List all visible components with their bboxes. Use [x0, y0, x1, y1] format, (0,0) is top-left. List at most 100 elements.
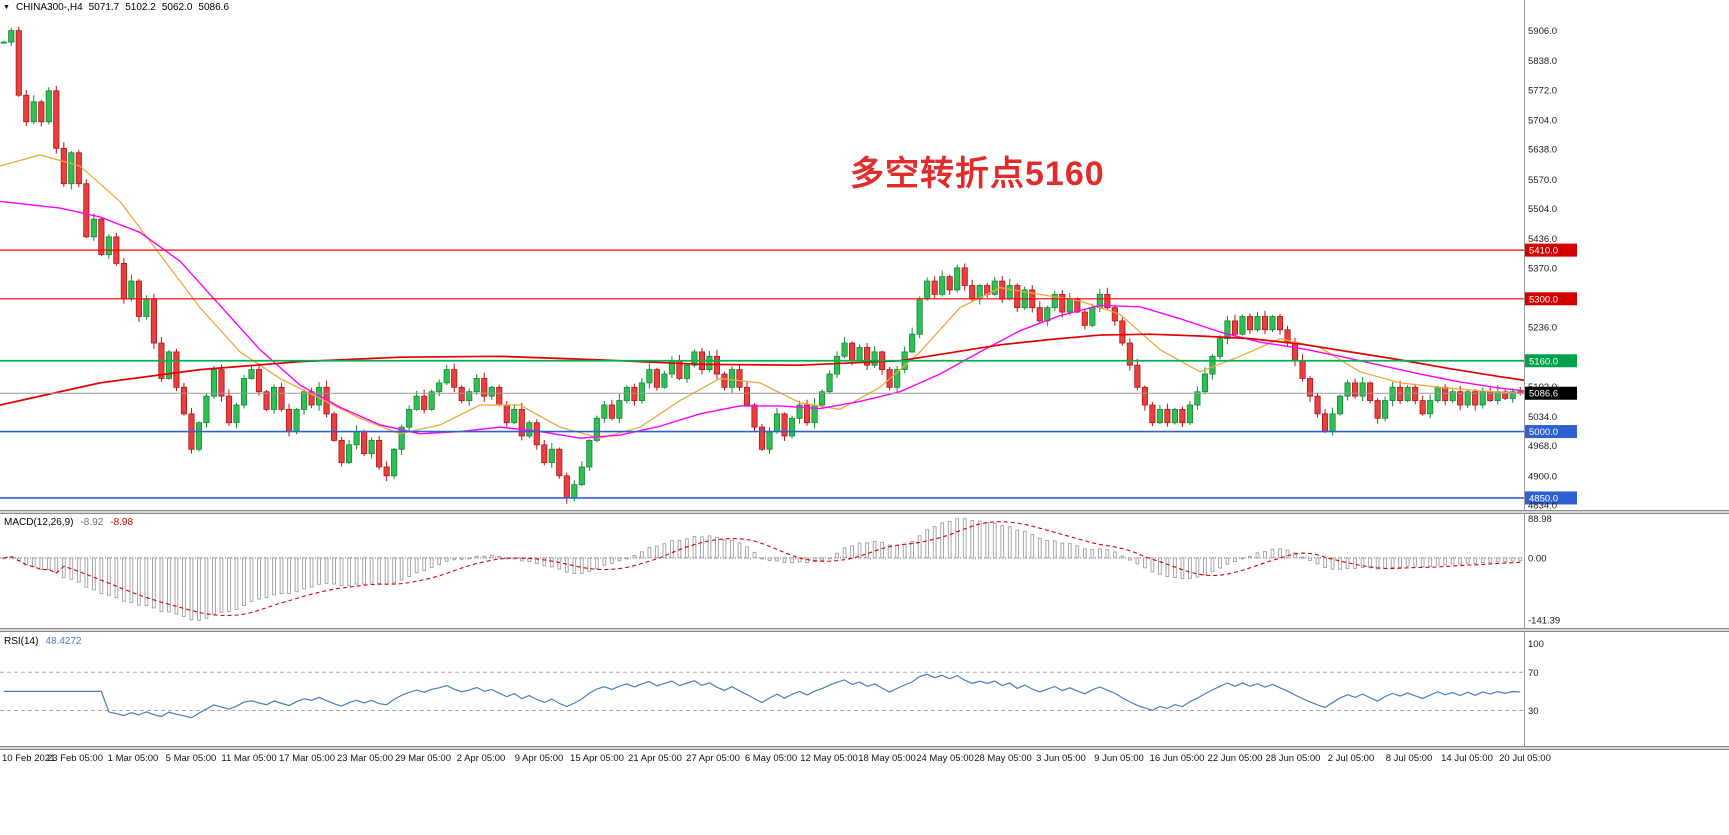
price-axis[interactable]: 5906.0 5838.0 5772.0 5704.0 5638.0 5570.0 5504…: [1528, 26, 1557, 511]
candle-body: [1412, 386, 1419, 401]
macd-axis-label: -141.39: [1528, 616, 1560, 627]
macd-histogram-bar: [407, 557, 412, 577]
rsi-line: [3, 673, 1521, 719]
candle-body: [383, 466, 390, 477]
candle-body: [1329, 413, 1336, 432]
macd-histogram-bar: [459, 557, 464, 560]
separator-macd-rsi[interactable]: [0, 628, 1729, 632]
macd-histogram-bar: [602, 557, 607, 566]
horizontal-levels-layer[interactable]: [0, 249, 1524, 499]
candle-body: [1149, 404, 1156, 424]
candle-body: [481, 378, 488, 397]
macd-histogram-bar: [91, 557, 96, 591]
macd-histogram-bar: [715, 536, 719, 559]
candle-body: [1089, 307, 1096, 326]
macd-histogram-bar: [1428, 557, 1433, 567]
macd-axis-label: 0.00: [1528, 553, 1547, 564]
candle-body: [143, 298, 150, 317]
candle-body: [871, 351, 878, 366]
macd-histogram-bar: [1015, 529, 1020, 559]
separator-rsi-time[interactable]: [0, 746, 1729, 750]
macd-histogram-bar: [1345, 557, 1350, 569]
macd-histogram-bar: [917, 535, 922, 559]
price-tag-label: 5410.0: [1529, 246, 1558, 257]
candle-body: [30, 101, 37, 123]
candles-layer[interactable]: [0, 26, 1524, 504]
candle-body: [511, 409, 518, 424]
macd-histogram-bar: [107, 557, 111, 596]
macd-histogram-bar: [399, 557, 404, 581]
candle-body: [8, 30, 15, 43]
macd-indicator-label: MACD(12,26,9) -8.92 -8.98: [4, 517, 133, 528]
macd-histogram-bar: [234, 557, 239, 610]
macd-histogram-bar: [947, 521, 952, 559]
macd-histogram-bar: [865, 542, 869, 559]
macd-histogram-bar: [1067, 543, 1072, 559]
macd-histogram-bar: [429, 557, 434, 568]
separator-main-macd[interactable]: [0, 510, 1729, 514]
candle-body: [1006, 285, 1013, 300]
macd-histogram-bar: [632, 555, 637, 559]
macd-histogram-bar: [1465, 557, 1470, 564]
macd-histogram-bar: [962, 518, 967, 559]
macd-histogram-bar: [137, 557, 141, 606]
candle-body: [1389, 386, 1396, 401]
macd-histogram-bar: [362, 557, 366, 585]
candle-body: [1134, 364, 1141, 388]
macd-histogram-bar: [279, 557, 284, 595]
candle-body: [1081, 311, 1088, 326]
macd-histogram-bar: [1368, 557, 1372, 569]
candle-body: [255, 369, 263, 393]
candle-body: [1141, 386, 1148, 406]
candle-body: [203, 395, 210, 424]
candle-body: [53, 90, 60, 149]
macd-histogram-bar: [1240, 557, 1245, 560]
macd-histogram-bar: [760, 557, 764, 560]
macd-histogram-bar: [1435, 557, 1440, 566]
macd-histogram-bar: [467, 557, 472, 560]
macd-histogram-bar: [640, 551, 644, 559]
macd-histogram-bar: [745, 546, 749, 559]
price-tick-label: 4834.0: [1528, 501, 1557, 512]
macd-histogram-bar: [655, 545, 659, 559]
candle-body: [706, 355, 713, 371]
candle-body: [346, 444, 353, 463]
macd-histogram-bar: [1375, 557, 1380, 570]
time-tick-label: 18 May 05:00: [858, 753, 916, 764]
price-tag: [1525, 354, 1577, 368]
time-tick-label: 3 Jun 05:00: [1036, 753, 1086, 764]
macd-histogram-bar: [970, 520, 975, 559]
candle-body: [631, 386, 638, 401]
time-tick-label: 17 Mar 05:00: [279, 753, 335, 764]
rsi-axis-label: 100: [1528, 639, 1544, 650]
macd-histogram-bar: [707, 535, 712, 559]
chart-annotation-text: 多空转折点5160: [850, 155, 1105, 193]
macd-histogram-bar: [174, 557, 179, 615]
candle-body: [60, 147, 67, 185]
candle-body: [781, 413, 788, 437]
macd-histogram-bar: [317, 557, 321, 585]
macd-histogram-bar: [1518, 557, 1523, 562]
time-tick-label: 21 Apr 05:00: [628, 753, 682, 764]
macd-histogram-bar: [1263, 551, 1267, 559]
candle-body: [1051, 293, 1058, 309]
candle-body: [773, 413, 781, 432]
candle-body: [1186, 404, 1193, 424]
macd-histogram-bar: [1195, 557, 1200, 578]
time-tick-label: 27 Apr 05:00: [686, 753, 740, 764]
time-tick-label: 23 Mar 05:00: [337, 753, 393, 764]
rsi-pane[interactable]: 100 70 30: [0, 639, 1544, 719]
macd-histogram-bar: [564, 557, 569, 573]
candle-body: [1201, 373, 1208, 393]
macd-histogram-bar: [534, 557, 539, 564]
time-tick-label: 16 Jun 05:00: [1150, 753, 1205, 764]
time-tick-label: 29 Mar 05:00: [395, 753, 451, 764]
macd-histogram-bar: [895, 545, 899, 559]
candle-body: [961, 267, 968, 286]
macd-axis-label: 88.98: [1528, 514, 1552, 525]
macd-histogram-bar: [339, 557, 344, 586]
macd-histogram-bar: [1218, 557, 1222, 569]
macd-pane[interactable]: 88.98 0.00 -141.39: [0, 514, 1560, 627]
